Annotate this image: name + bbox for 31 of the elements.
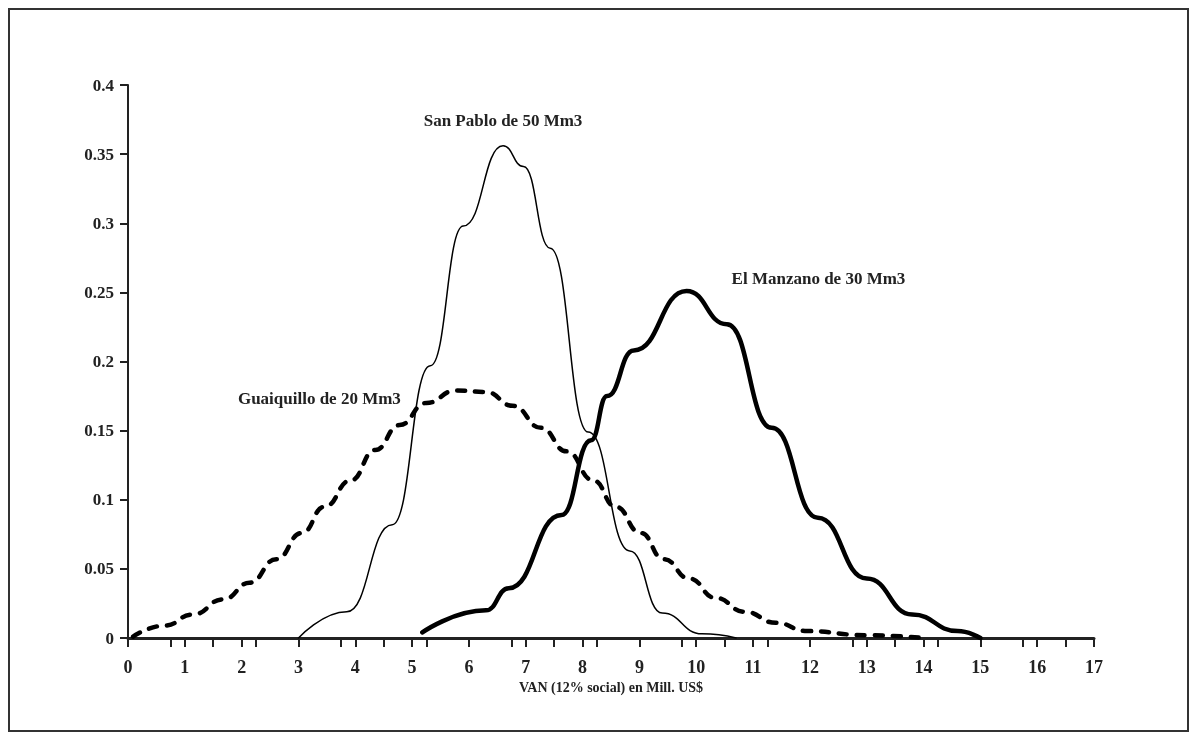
x-tick-label: 14 xyxy=(914,657,933,677)
series-label: San Pablo de 50 Mm3 xyxy=(423,110,583,130)
x-tick-label: 0 xyxy=(123,657,133,677)
x-tick-label: 13 xyxy=(857,657,876,677)
x-tick-label: 1 xyxy=(180,657,190,677)
series-label: El Manzano de 30 Mm3 xyxy=(731,269,906,289)
x-tick-label: 4 xyxy=(350,657,360,677)
y-tick-label: 0.15 xyxy=(84,421,114,441)
y-tick-label: 0.35 xyxy=(84,144,114,164)
x-tick-label: 6 xyxy=(464,657,474,677)
x-tick-label: 11 xyxy=(744,657,762,677)
x-tick-label: 8 xyxy=(578,657,588,677)
y-tick-label: 0.4 xyxy=(92,75,115,95)
x-tick-label: 17 xyxy=(1085,657,1103,677)
y-tick-label: 0 xyxy=(105,628,114,648)
y-tick-label: 0.3 xyxy=(92,213,114,233)
x-tick-label: 10 xyxy=(687,657,706,677)
series-label: Guaiquillo de 20 Mm3 xyxy=(237,389,401,409)
y-tick-label: 0.25 xyxy=(84,282,114,302)
y-tick-label: 0.05 xyxy=(84,559,114,579)
x-tick-label: 7 xyxy=(521,657,531,677)
x-tick-label: 9 xyxy=(634,657,644,677)
x-axis-title: VAN (12% social) en Mill. US$ xyxy=(518,680,704,697)
x-tick-label: 15 xyxy=(971,657,990,677)
x-tick-label: 2 xyxy=(237,657,247,677)
y-tick-label: 0.2 xyxy=(92,352,114,371)
x-tick-label: 5 xyxy=(407,657,417,677)
x-tick-label: 16 xyxy=(1028,657,1047,677)
y-tick-label: 0.1 xyxy=(92,490,114,510)
x-tick-label: 12 xyxy=(800,657,819,677)
x-tick-label: 3 xyxy=(293,657,303,677)
